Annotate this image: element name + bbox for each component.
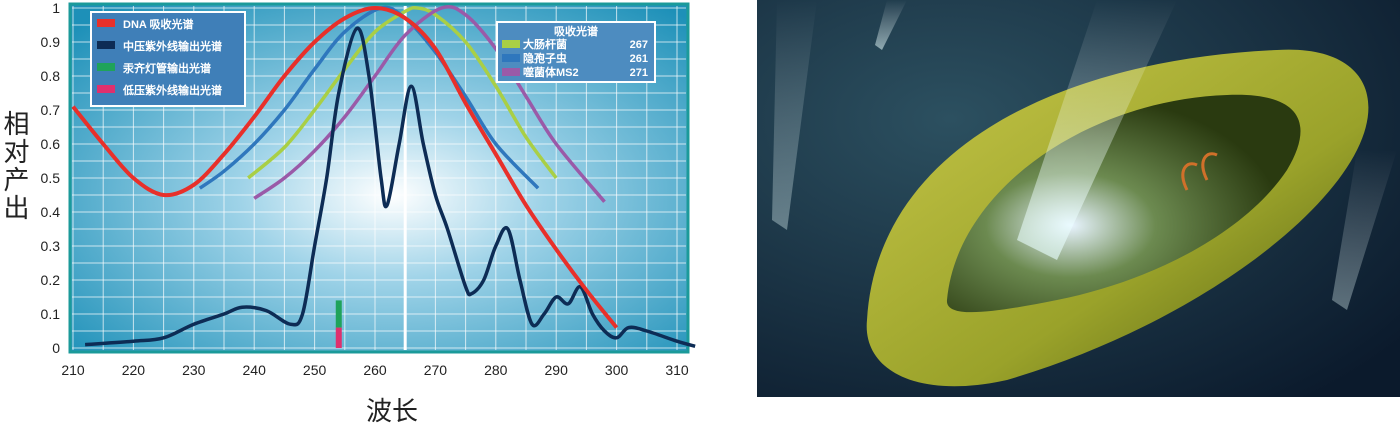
x-tick-label: 310 bbox=[665, 362, 689, 378]
x-tick-label: 270 bbox=[424, 362, 448, 378]
legend-swatch bbox=[97, 63, 115, 71]
x-axis-label: 波长 bbox=[366, 396, 418, 426]
x-tick-label: 280 bbox=[484, 362, 508, 378]
legend-value: 271 bbox=[630, 67, 648, 79]
series-line bbox=[253, 4, 606, 203]
legend-entry: DNA 吸收光谱 bbox=[123, 17, 193, 31]
y-tick-label: 0 bbox=[52, 340, 60, 356]
x-tick-label: 220 bbox=[122, 362, 146, 378]
legend-right: 吸收光谱 大肠杆菌 267 隐孢子虫 261 噬菌体MS2 271 bbox=[496, 21, 656, 83]
y-tick-label: 0.7 bbox=[41, 102, 61, 118]
legend-value: 261 bbox=[630, 53, 648, 65]
legend-swatch bbox=[502, 68, 520, 76]
series-line bbox=[247, 5, 558, 180]
series-line bbox=[198, 5, 540, 190]
bacterium-uv-illustration bbox=[757, 0, 1400, 397]
lamp-bar bbox=[335, 327, 342, 348]
x-tick-label: 240 bbox=[243, 362, 267, 378]
lamp-bar bbox=[335, 300, 342, 328]
uv-spectrum-chart: 210 220 230 240 250 260 270 280 290 300 310 0 0.1 0.2… bbox=[41, 0, 696, 426]
y-tick-label: 0.8 bbox=[41, 68, 61, 84]
x-tick-label: 210 bbox=[61, 362, 85, 378]
y-tick-label: 0.1 bbox=[41, 306, 61, 322]
x-tick-label: 300 bbox=[605, 362, 629, 378]
legend-entry: 低压紫外线输出光谱 bbox=[122, 83, 222, 97]
legend-entry: 噬菌体MS2 bbox=[523, 65, 579, 79]
legend-entry: 汞齐灯管输出光谱 bbox=[122, 61, 211, 75]
legend-swatch bbox=[97, 19, 115, 27]
y-tick-label: 0.4 bbox=[41, 204, 61, 220]
legend-entry: 隐孢子虫 bbox=[523, 51, 567, 65]
series-line bbox=[71, 5, 619, 329]
y-tick-label: 0.3 bbox=[41, 238, 61, 254]
x-tick-label: 250 bbox=[303, 362, 327, 378]
y-axis-label: 相对产出 bbox=[0, 110, 29, 222]
y-tick-label: 0.2 bbox=[41, 272, 61, 288]
y-tick-label: 0.9 bbox=[41, 34, 61, 50]
x-tick-label: 230 bbox=[182, 362, 206, 378]
series-line bbox=[84, 26, 696, 348]
x-tick-label: 260 bbox=[363, 362, 387, 378]
legend-entry: 中压紫外线输出光谱 bbox=[123, 39, 222, 53]
x-tick-label: 290 bbox=[545, 362, 569, 378]
legend-value: 267 bbox=[630, 39, 648, 51]
legend-swatch bbox=[502, 54, 520, 62]
y-tick-label: 0.6 bbox=[41, 136, 61, 152]
legend-swatch bbox=[97, 41, 115, 49]
legend-swatch bbox=[502, 40, 520, 48]
legend-entry: 大肠杆菌 bbox=[523, 37, 567, 51]
legend-swatch bbox=[97, 85, 115, 93]
y-tick-label: 1 bbox=[52, 0, 60, 16]
legend-right-title: 吸收光谱 bbox=[554, 24, 598, 38]
y-tick-label: 0.5 bbox=[41, 170, 61, 186]
